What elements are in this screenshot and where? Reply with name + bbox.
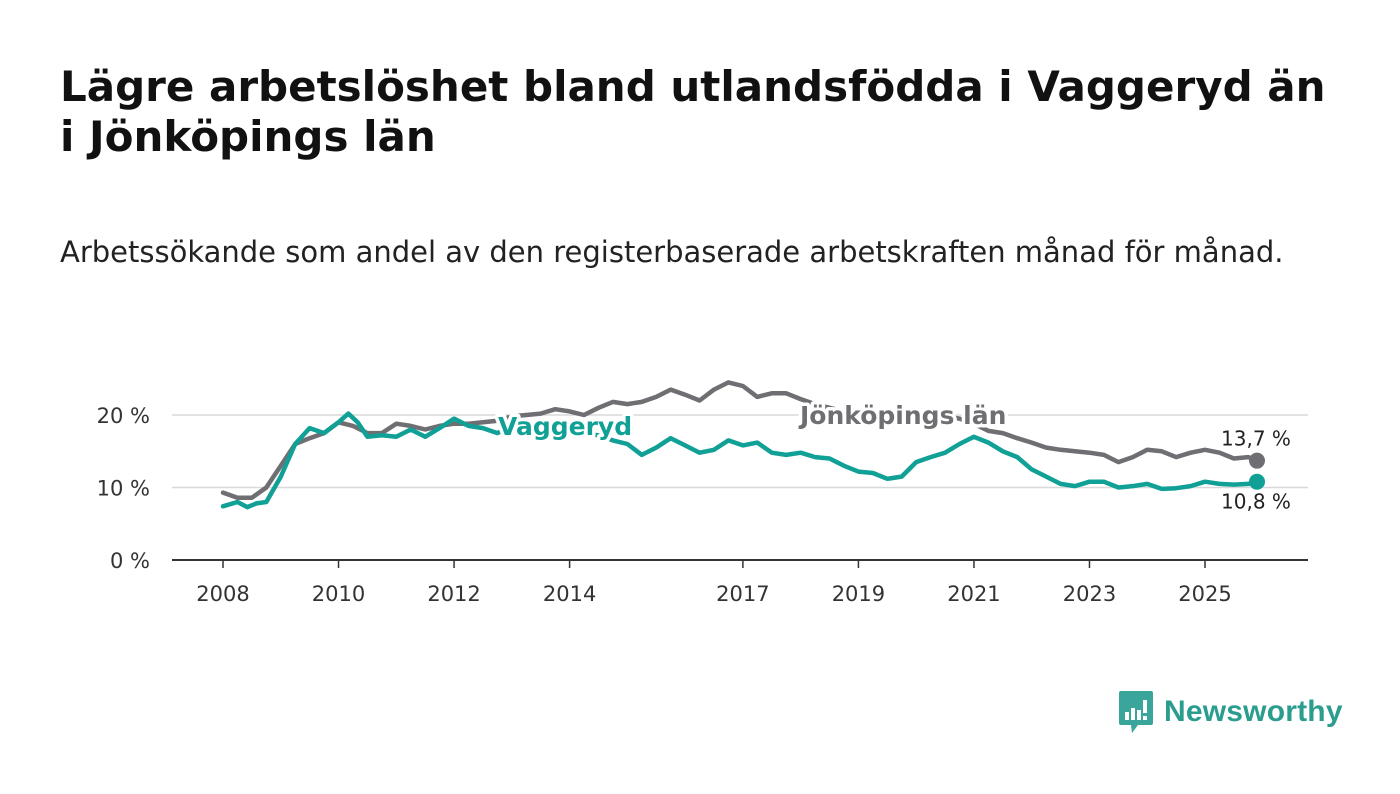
- x-tick-label: 2008: [196, 582, 249, 606]
- chart-subtitle: Arbetssökande som andel av den registerb…: [60, 235, 1284, 269]
- y-tick-label: 0 %: [110, 549, 150, 573]
- chart-title: Lägre arbetslöshet bland utlandsfödda i …: [60, 62, 1326, 161]
- x-tick-label: 2019: [832, 582, 885, 606]
- x-tick-label: 2017: [716, 582, 769, 606]
- brand-logo[interactable]: Newsworthy: [1118, 690, 1343, 734]
- series-line-vaggeryd: [220, 411, 1260, 510]
- grid-layer: [172, 414, 1308, 489]
- axis-layer: 0 % 10 % 20 % 2008 2010 2012 2014 2017 2019 2021 2…: [97, 404, 1308, 606]
- x-tick-label: 2021: [947, 582, 1000, 606]
- series-end-marker: [1249, 473, 1265, 490]
- x-tick-label: 2025: [1178, 582, 1231, 606]
- series-label: Vaggeryd: [498, 412, 632, 441]
- x-tick-label: 2012: [427, 582, 480, 606]
- series-end-label: 13,7 %: [1221, 427, 1291, 451]
- series-line-j-nk-pings-l-n: [220, 380, 1260, 500]
- y-tick-label: 20 %: [97, 404, 150, 428]
- series-end-marker: [1249, 452, 1265, 469]
- brand-name: Newsworthy: [1164, 695, 1343, 728]
- x-tick-label: 2014: [543, 582, 596, 606]
- newsworthy-logo-icon: [1119, 691, 1153, 733]
- label-layer: Jönköpings län Vaggeryd 13,7 % 10,8 %: [495, 398, 1294, 517]
- y-tick-label: 10 %: [97, 477, 150, 501]
- line-chart: 0 % 10 % 20 % 2008 2010 2012 2014 2017 2019 2021 2…: [97, 380, 1308, 606]
- series-label: Jönköpings län: [798, 401, 1006, 430]
- series-end-label: 10,8 %: [1221, 490, 1291, 514]
- x-tick-label: 2010: [312, 582, 365, 606]
- x-tick-label: 2023: [1063, 582, 1116, 606]
- series-layer: [220, 380, 1260, 510]
